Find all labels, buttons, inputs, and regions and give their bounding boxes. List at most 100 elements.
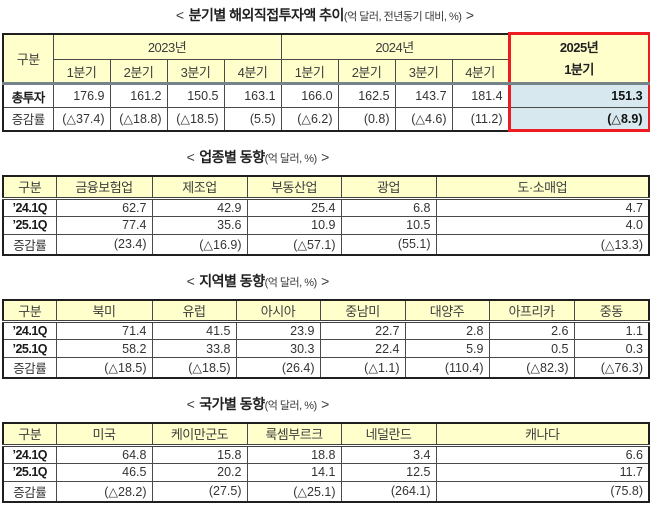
table-row: ’25.1Q 77.4 35.6 10.9 10.5 4.0 [2, 215, 650, 235]
value-cell: (△18.5) [55, 357, 153, 379]
quarter-header: 2분기 [109, 59, 168, 85]
value-cell: (75.8) [435, 480, 650, 502]
table-row: 증감률 (23.4) (△16.9) (△57.1) (55.1) (△13.3… [2, 233, 650, 255]
value-cell: 10.9 [246, 215, 342, 235]
value-cell: 0.3 [573, 339, 650, 358]
year-group-header-2024: 2024년 [280, 33, 510, 60]
column-header: 네덜란드 [340, 422, 437, 447]
value-cell: (△6.2) [280, 107, 339, 131]
value-cell: (△4.6) [394, 107, 453, 131]
table-row: ’25.1Q 58.2 33.8 30.3 22.4 5.9 0.5 0.3 [2, 339, 650, 358]
value-cell: 6.6 [435, 444, 650, 464]
corner-header-cell: 구분 [2, 175, 57, 200]
value-cell: (△16.9) [151, 233, 248, 255]
title-bracket-open: < [186, 396, 195, 412]
value-cell: 181.4 [451, 83, 510, 108]
table-by-region: 구분 북미 유럽 아시아 중남미 대양주 아프리카 중동 ’24.1Q 71.4… [2, 298, 650, 379]
column-header: 제조업 [151, 175, 248, 200]
value-cell: 35.6 [151, 215, 248, 235]
column-header: 캐나다 [435, 422, 650, 447]
corner-header-cell: 구분 [2, 422, 57, 447]
value-cell: 0.5 [488, 339, 575, 358]
value-cell: 4.7 [435, 197, 650, 217]
value-cell: 33.8 [151, 339, 237, 358]
value-cell: 6.8 [340, 197, 437, 217]
value-cell: 15.8 [151, 444, 248, 464]
column-header: 룩셈부르크 [246, 422, 342, 447]
row-label: 증감률 [2, 480, 57, 502]
value-cell: 71.4 [55, 321, 153, 340]
title-bracket-open: < [175, 7, 185, 23]
quarter-header: 4분기 [223, 59, 282, 85]
row-label: 증감률 [2, 233, 57, 255]
title-unit-note: (억 달러, %) [264, 276, 318, 289]
title-bracket-close: > [321, 272, 330, 289]
column-header: 아시아 [235, 299, 321, 323]
value-cell: (0.8) [337, 107, 396, 131]
value-cell: (△18.8) [109, 107, 168, 131]
value-cell: (△25.1) [246, 480, 342, 502]
quarter-header: 1분기 [280, 59, 339, 85]
highlight-value-cell: 151.3 [507, 83, 650, 108]
title-unit-note: (억 달러, %) [264, 400, 318, 412]
row-label: 증감률 [2, 107, 54, 131]
value-cell: 22.4 [319, 339, 406, 358]
table-by-industry: 구분 금융보험업 제조업 부동산업 광업 도·소매업 ’24.1Q 62.7 4… [2, 175, 650, 256]
title-by-country: < 국가별 동향(억 달러, %) > [2, 394, 514, 416]
value-cell: 10.5 [340, 215, 437, 235]
year-label-2025: 2025년 [559, 39, 599, 55]
value-cell: 162.5 [337, 83, 396, 108]
value-cell: (△13.3) [435, 233, 650, 255]
title-unit-note: (억 달러, 전년동기 대비, %) [343, 11, 462, 23]
title-text: 분기별 해외직접투자액 추이 [188, 7, 345, 23]
row-label: 증감률 [2, 357, 57, 379]
value-cell: (△1.1) [319, 357, 406, 379]
year-group-header-2023: 2023년 [52, 33, 282, 60]
title-by-industry: < 업종별 동향(억 달러, %) > [2, 147, 514, 169]
value-cell: (△37.4) [52, 107, 111, 131]
year-group-header-2025-highlight: 2025년 1분기 [507, 32, 650, 85]
value-cell: (26.4) [235, 357, 321, 379]
table-by-country: 구분 미국 케이만군도 룩셈부르크 네덜란드 캐나다 ’24.1Q 64.8 1… [2, 422, 650, 503]
title-text: 업종별 동향 [199, 149, 265, 165]
value-cell: (27.5) [151, 480, 248, 502]
title-bracket-open: < [186, 272, 195, 289]
value-cell: 161.2 [109, 83, 168, 108]
quarter-header: 4분기 [451, 59, 510, 85]
value-cell: 30.3 [235, 339, 321, 358]
title-bracket-close: > [321, 149, 330, 165]
value-cell: 62.7 [55, 197, 153, 217]
corner-header-cell: 구분 [2, 33, 54, 85]
value-cell: 18.8 [246, 444, 342, 464]
highlight-value-cell: (△8.9) [507, 107, 650, 132]
value-cell: 2.8 [404, 321, 490, 340]
value-cell: 1.1 [573, 321, 650, 340]
value-cell: 4.0 [435, 215, 650, 235]
table-row-total-investment: 총투자 176.9 161.2 150.5 163.1 166.0 162.5 … [2, 83, 650, 108]
value-cell: 58.2 [55, 339, 153, 358]
quarter-label-2025: 1분기 [564, 61, 594, 77]
row-label: 총투자 [2, 83, 54, 108]
table-row: ’24.1Q 64.8 15.8 18.8 3.4 6.6 [2, 444, 650, 464]
value-cell: 3.4 [340, 444, 437, 464]
row-label: ’24.1Q [2, 444, 57, 464]
column-header: 미국 [55, 422, 153, 447]
value-cell: 150.5 [166, 83, 225, 108]
value-cell: 46.5 [55, 462, 153, 482]
value-cell: (55.1) [340, 233, 437, 255]
value-cell: 77.4 [55, 215, 153, 235]
value-cell: (110.4) [404, 357, 490, 379]
value-cell: 176.9 [52, 83, 111, 108]
column-header: 광업 [340, 175, 437, 200]
title-bracket-open: < [186, 149, 195, 165]
row-label: ’25.1Q [2, 462, 57, 482]
value-cell: 41.5 [151, 321, 237, 340]
column-header: 부동산업 [246, 175, 342, 200]
value-cell: 11.7 [435, 462, 650, 482]
table-row: ’24.1Q 71.4 41.5 23.9 22.7 2.8 2.6 1.1 [2, 321, 650, 340]
value-cell: 166.0 [280, 83, 339, 108]
corner-header-cell: 구분 [2, 299, 57, 323]
value-cell: 42.9 [151, 197, 248, 217]
table-row: ’24.1Q 62.7 42.9 25.4 6.8 4.7 [2, 197, 650, 217]
column-header: 유럽 [151, 299, 237, 323]
